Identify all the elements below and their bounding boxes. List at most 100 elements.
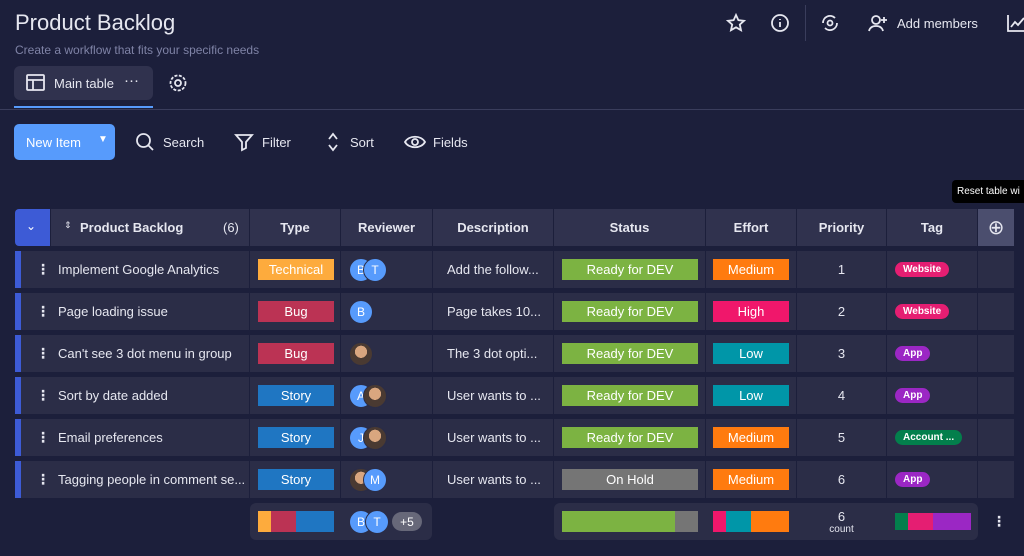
cell-divider — [249, 377, 250, 414]
cell-divider — [705, 419, 706, 456]
cell-divider — [796, 251, 797, 288]
avatar-photo — [363, 384, 387, 408]
new-item-button[interactable] — [14, 124, 115, 160]
effort-label: Medium — [713, 427, 789, 448]
cell-divider — [705, 461, 706, 498]
row-marker — [15, 293, 21, 330]
cell-divider — [432, 377, 433, 414]
summary-segment — [751, 511, 789, 532]
description: User wants to ... — [447, 472, 541, 487]
row-menu[interactable]: ⋮ — [36, 471, 50, 487]
cell-divider — [432, 419, 433, 456]
item-name[interactable]: Sort by date added — [58, 388, 168, 403]
description: Page takes 10... — [447, 304, 541, 319]
row-marker — [15, 251, 21, 288]
new-item-label[interactable]: New Item — [26, 135, 81, 150]
add-members[interactable]: Add members — [897, 16, 978, 31]
cell-divider — [886, 335, 887, 372]
tab-label[interactable]: Main table — [54, 76, 114, 91]
cell-divider — [886, 377, 887, 414]
effort-label: Medium — [713, 259, 789, 280]
summary-segment — [895, 513, 908, 530]
cell-divider — [796, 293, 797, 330]
tag-label: Website — [895, 304, 950, 319]
table-icon — [26, 74, 45, 91]
dropdown-arrow[interactable]: ▼ — [98, 134, 108, 145]
count-label: count — [829, 523, 854, 535]
row — [21, 461, 1014, 498]
row-menu[interactable]: ⋮ — [36, 345, 50, 361]
filter-icon[interactable] — [234, 132, 254, 152]
info-icon[interactable] — [770, 13, 790, 33]
row-menu[interactable]: ⋮ — [36, 261, 50, 277]
eye-icon[interactable] — [404, 132, 426, 152]
cell-divider — [886, 419, 887, 456]
settings-icon[interactable] — [168, 73, 188, 93]
row-menu[interactable]: ⋮ — [36, 429, 50, 445]
page-title: Product Backlog — [15, 10, 176, 35]
description: User wants to ... — [447, 388, 541, 403]
cell-divider — [553, 293, 554, 330]
effort-label: Low — [713, 385, 789, 406]
cell-divider — [432, 461, 433, 498]
type-label: Story — [258, 469, 334, 490]
cell-divider — [977, 461, 978, 498]
item-name[interactable]: Page loading issue — [58, 304, 168, 319]
effort-label: Low — [713, 343, 789, 364]
chart-icon[interactable] — [1006, 13, 1024, 33]
row — [21, 419, 1014, 456]
activity-icon[interactable] — [820, 13, 840, 33]
cell-divider — [553, 377, 554, 414]
summary-segment — [270, 511, 296, 532]
priority: 3 — [837, 346, 846, 361]
description: The 3 dot opti... — [447, 346, 538, 361]
item-name[interactable]: Can't see 3 dot menu in group — [58, 346, 232, 361]
cell-divider — [340, 335, 341, 372]
avatar-photo — [349, 342, 373, 366]
description: Add the follow... — [447, 262, 539, 277]
more-avatars: +5 — [392, 512, 422, 531]
tab[interactable] — [14, 66, 153, 100]
column-header: Priority — [797, 209, 886, 246]
cell-divider — [796, 461, 797, 498]
cell-divider — [705, 293, 706, 330]
cell-divider — [553, 251, 554, 288]
status-label: Ready for DEV — [562, 259, 698, 280]
row-menu[interactable]: ⋮ — [36, 387, 50, 403]
avatar: B — [349, 300, 373, 324]
footer-menu[interactable]: ⋮ — [992, 513, 1006, 529]
cell-divider — [340, 419, 341, 456]
fields[interactable]: Fields — [433, 135, 468, 150]
cell-divider — [340, 461, 341, 498]
add-member-icon[interactable] — [868, 13, 888, 33]
type-label: Story — [258, 427, 334, 448]
filter[interactable]: Filter — [262, 135, 291, 150]
divider — [0, 109, 1024, 110]
column-header: Status — [554, 209, 705, 246]
row-menu[interactable]: ⋮ — [36, 303, 50, 319]
sort[interactable]: Sort — [350, 135, 374, 150]
summary-segment — [675, 511, 698, 532]
header-cell[interactable] — [15, 209, 50, 246]
summary-segment — [258, 511, 271, 532]
cell-divider — [977, 377, 978, 414]
item-name[interactable]: Email preferences — [58, 430, 163, 445]
status-label: Ready for DEV — [562, 385, 698, 406]
cell-divider — [886, 293, 887, 330]
search-icon[interactable] — [135, 132, 155, 152]
summary-segment — [296, 511, 334, 532]
tag-label: App — [895, 346, 931, 361]
sort-icon[interactable] — [323, 132, 343, 152]
cell-divider — [553, 335, 554, 372]
cell-divider — [340, 251, 341, 288]
item-name[interactable]: Implement Google Analytics — [58, 262, 220, 277]
item-name[interactable]: Tagging people in comment se... — [58, 472, 246, 487]
star-icon[interactable] — [726, 13, 746, 33]
avatar: T — [363, 258, 387, 282]
type-label: Bug — [258, 301, 334, 322]
cell-divider — [249, 461, 250, 498]
priority: 1 — [837, 262, 846, 277]
tab-menu[interactable]: ··· — [124, 72, 139, 89]
search[interactable]: Search — [163, 135, 205, 150]
add-column[interactable]: ⊕ — [978, 209, 1014, 246]
